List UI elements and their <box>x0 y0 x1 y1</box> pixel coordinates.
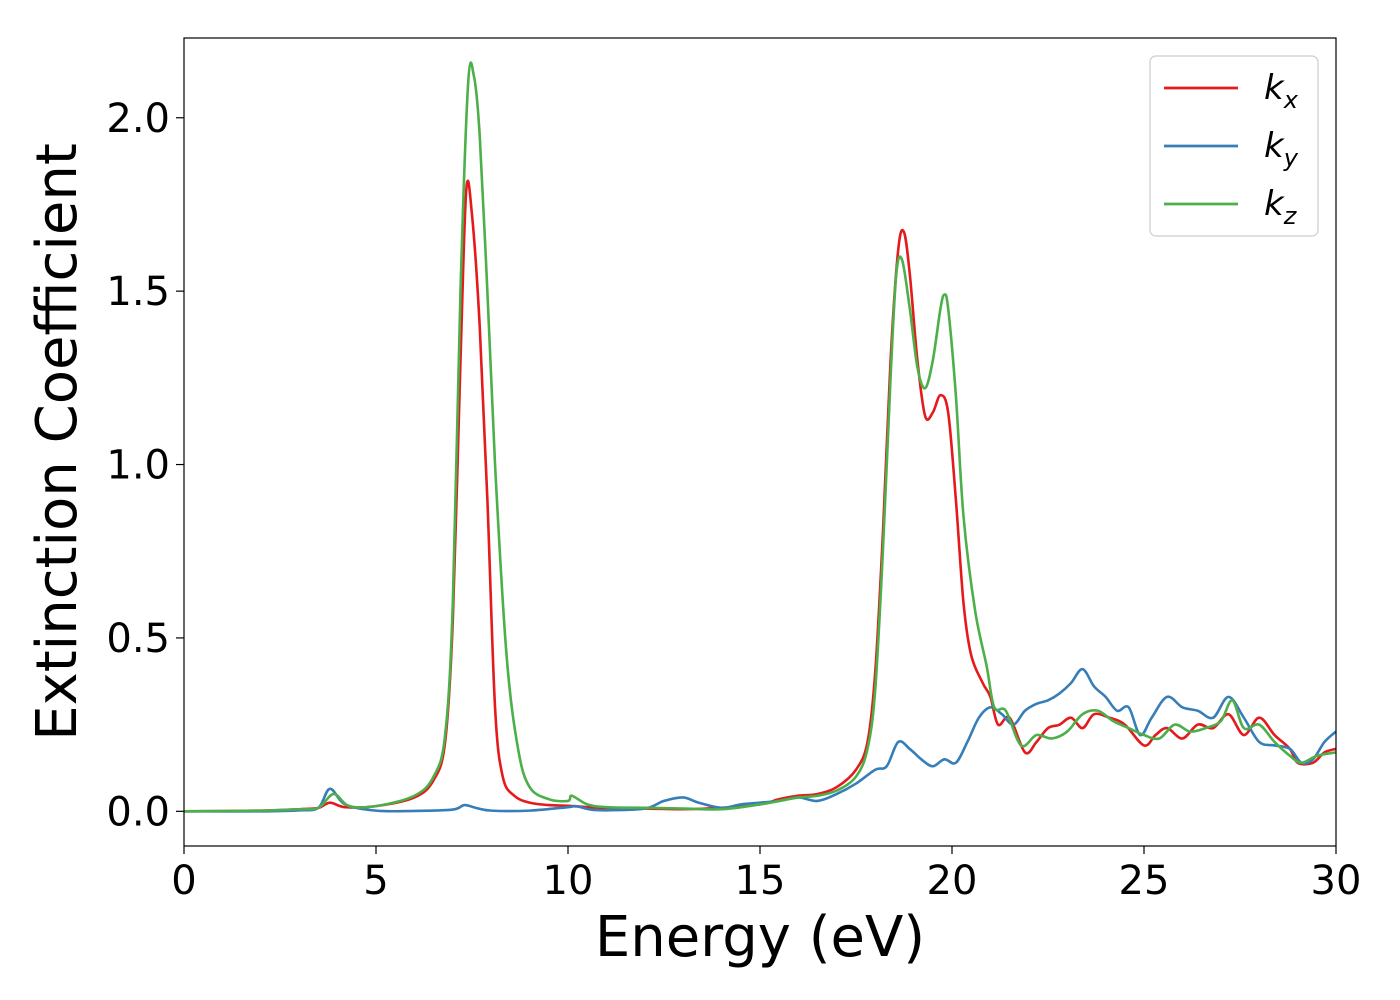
y-tick-label: 0.5 <box>106 616 170 662</box>
plot-background <box>184 38 1336 846</box>
series-line-z <box>183 61 1337 813</box>
legend-label-base: k <box>1264 126 1285 166</box>
x-tick-label: 10 <box>543 858 594 904</box>
legend-label-subscript: y <box>1283 144 1299 172</box>
legend-label-base: k <box>1264 184 1285 224</box>
series-layer <box>183 61 1337 813</box>
x-axis: 0 5 10 15 20 25 30 <box>171 846 1361 904</box>
x-tick-label: 30 <box>1311 858 1362 904</box>
x-tick-label: 25 <box>1119 858 1170 904</box>
x-tick-label: 0 <box>171 858 196 904</box>
legend-label-subscript: x <box>1283 86 1299 114</box>
x-axis-title: Energy (eV) <box>595 905 925 970</box>
y-axis: 0.0 0.5 1.0 1.5 2.0 <box>106 96 184 835</box>
x-tick-label: 20 <box>927 858 978 904</box>
legend-label-x: kx <box>1264 68 1299 114</box>
y-axis-title: Extinction Coefficient <box>25 143 90 741</box>
legend-label-z: kz <box>1264 184 1298 230</box>
legend-label-y: ky <box>1264 126 1299 172</box>
y-tick-label: 1.0 <box>106 443 170 489</box>
y-tick-label: 0.0 <box>106 789 170 835</box>
legend-label-base: k <box>1264 68 1285 108</box>
series-line-y <box>183 667 1337 813</box>
x-tick-label: 5 <box>363 858 388 904</box>
legend-label-subscript: z <box>1283 202 1298 230</box>
x-tick-label: 15 <box>735 858 786 904</box>
y-tick-label: 2.0 <box>106 96 170 142</box>
y-tick-label: 1.5 <box>106 269 170 315</box>
